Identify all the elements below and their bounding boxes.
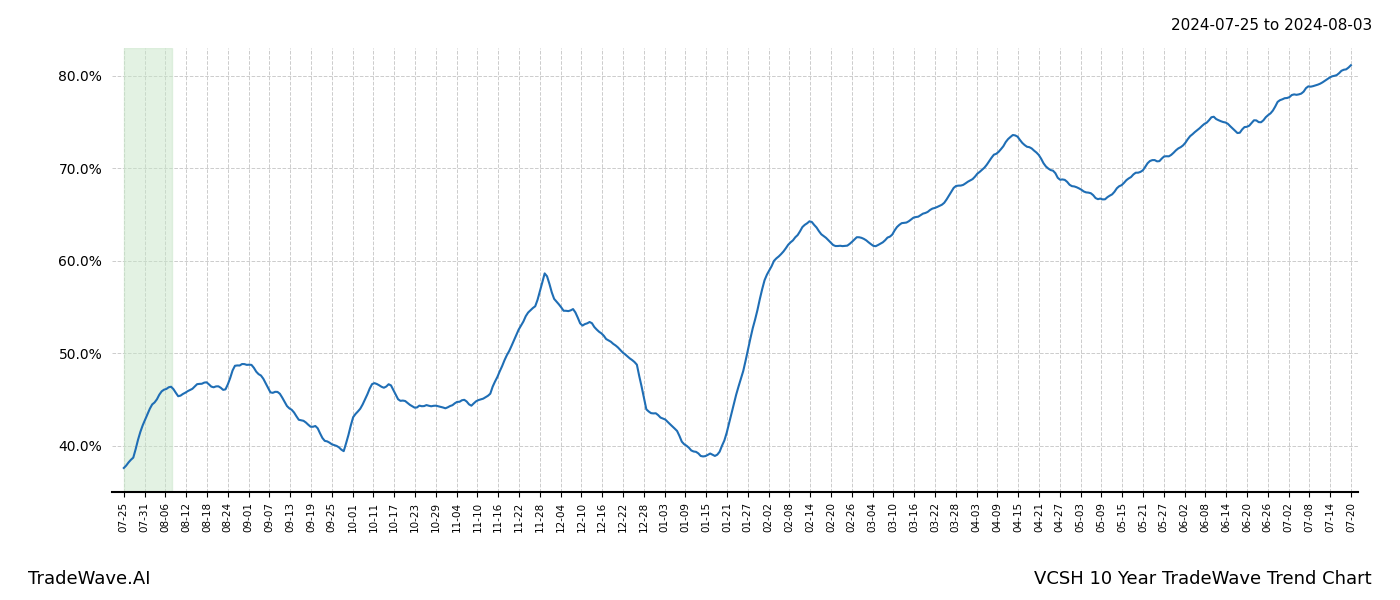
Bar [123, 48, 172, 492]
Text: 2024-07-25 to 2024-08-03: 2024-07-25 to 2024-08-03 [1170, 18, 1372, 33]
Text: TradeWave.AI: TradeWave.AI [28, 570, 151, 588]
Text: VCSH 10 Year TradeWave Trend Chart: VCSH 10 Year TradeWave Trend Chart [1035, 570, 1372, 588]
